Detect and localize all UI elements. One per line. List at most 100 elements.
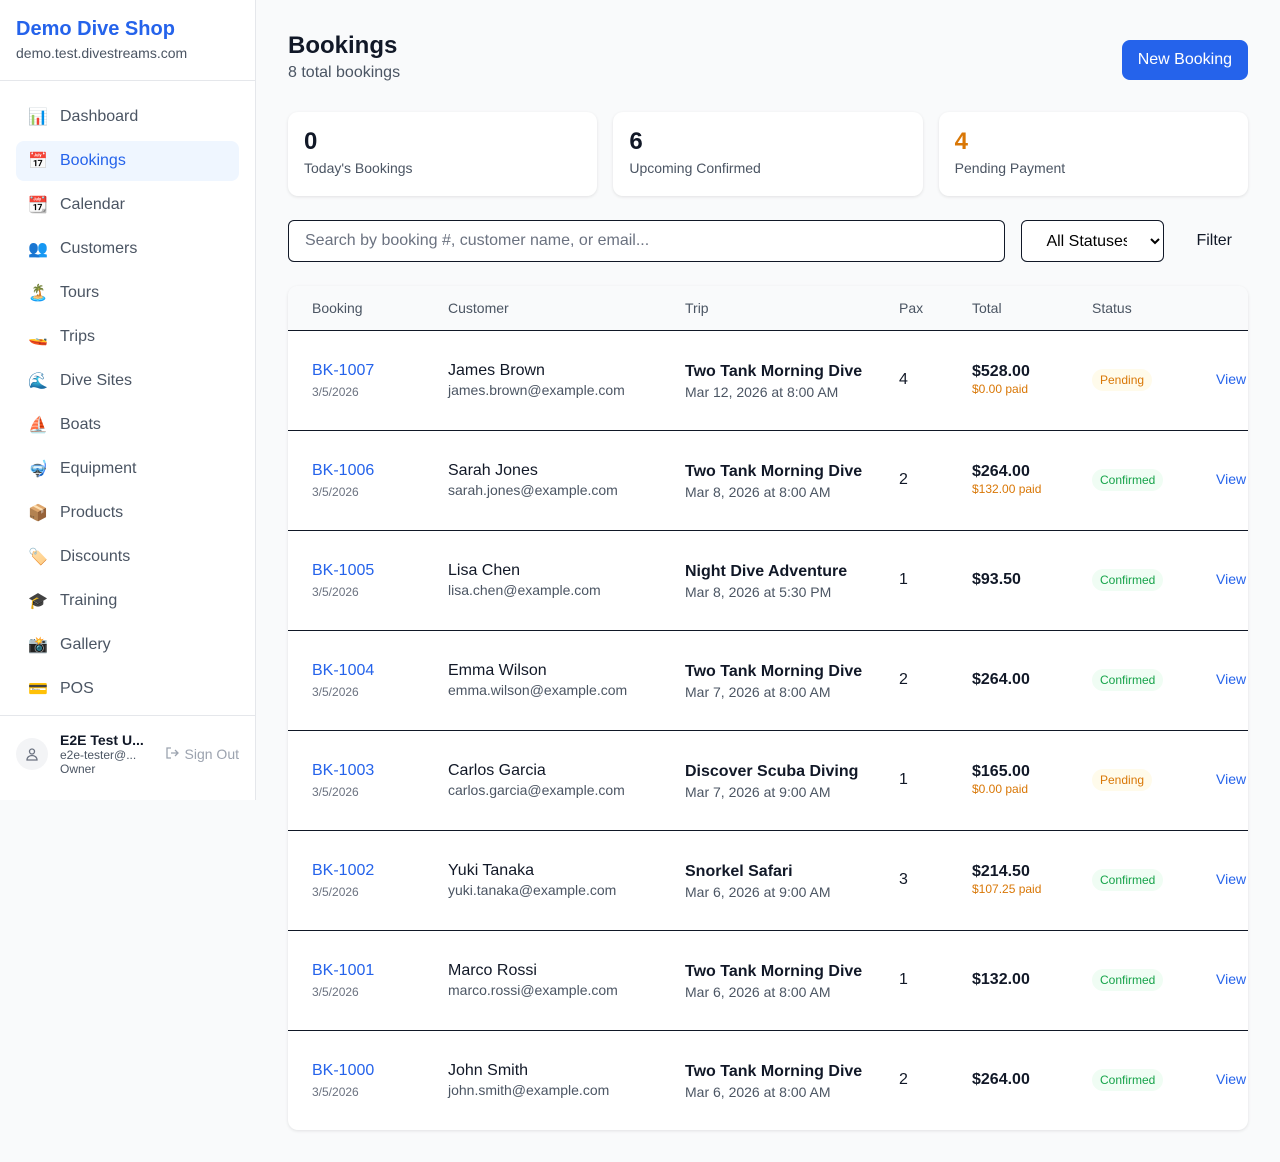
sidebar-item-dive-sites[interactable]: 🌊 Dive Sites: [16, 361, 239, 401]
view-link[interactable]: View: [1216, 571, 1247, 587]
main-content: Bookings 8 total bookings New Booking 0 T…: [288, 32, 1248, 1130]
booking-id-link[interactable]: BK-1002: [312, 862, 375, 879]
sidebar-item-label: Bookings: [60, 152, 126, 169]
sidebar-item-discounts[interactable]: 🏷️ Discounts: [16, 537, 239, 577]
page-title: Bookings: [288, 32, 398, 59]
total-amount: $264.00: [972, 671, 1030, 688]
sidebar-item-customers[interactable]: 👥 Customers: [16, 229, 239, 269]
status-badge: Confirmed: [1092, 969, 1164, 991]
stat-value: 4: [954, 128, 969, 155]
trip-name: Two Tank Morning Dive: [685, 463, 863, 480]
column-header: Customer: [424, 286, 661, 331]
booking-id-link[interactable]: BK-1007: [312, 362, 375, 379]
total-amount: $214.50: [972, 863, 1030, 880]
view-link[interactable]: View: [1216, 1071, 1247, 1088]
sidebar-item-gallery[interactable]: 📸 Gallery: [16, 625, 239, 665]
view-link[interactable]: View: [1216, 871, 1247, 887]
view-link[interactable]: View: [1216, 971, 1247, 987]
sidebar-item-products[interactable]: 📦 Products: [16, 493, 239, 533]
booking-id-link[interactable]: BK-1003: [312, 762, 375, 779]
dive-sites-icon: 🌊: [28, 373, 48, 390]
column-header: Booking: [288, 286, 424, 331]
column-header: Status: [1068, 286, 1192, 331]
shop-domain: demo.test.divestreams.com: [16, 45, 188, 61]
sidebar-item-label: Trips: [60, 328, 95, 345]
booking-id-link[interactable]: BK-1000: [312, 1062, 375, 1080]
paid-amount: $0.00 paid: [972, 382, 1029, 396]
paid-amount: $107.25 paid: [972, 882, 1042, 896]
booking-date: 3/5/2026: [312, 885, 359, 899]
products-icon: 📦: [28, 505, 48, 522]
trip-date: Mar 7, 2026 at 8:00 AM: [685, 684, 831, 700]
view-link[interactable]: View: [1216, 771, 1247, 787]
user-icon: [16, 738, 48, 770]
search-input[interactable]: [288, 220, 1006, 262]
column-header: Pax: [875, 286, 948, 331]
sidebar-item-bookings[interactable]: 📅 Bookings: [16, 141, 239, 181]
trip-date: Mar 7, 2026 at 9:00 AM: [685, 784, 831, 800]
status-badge: Confirmed: [1092, 469, 1164, 491]
customer-email: john.smith@example.com: [448, 1082, 610, 1099]
sidebar-item-tours[interactable]: 🏝️ Tours: [16, 273, 239, 313]
sign-out-button[interactable]: Sign Out: [165, 746, 239, 763]
sidebar-item-dashboard[interactable]: 📊 Dashboard: [16, 97, 239, 137]
sidebar-item-label: Boats: [60, 416, 101, 433]
sidebar: Demo Dive Shop demo.test.divestreams.com…: [0, 0, 256, 800]
trip-date: Mar 8, 2026 at 5:30 PM: [685, 584, 832, 600]
shop-name[interactable]: Demo Dive Shop: [16, 18, 175, 40]
pax-count: 2: [875, 430, 948, 531]
sidebar-item-label: Dive Sites: [60, 372, 133, 389]
status-select[interactable]: All Statuses: [1021, 220, 1165, 262]
filter-button[interactable]: Filter: [1180, 232, 1248, 250]
booking-date: 3/5/2026: [312, 785, 359, 799]
calendar-icon: 📆: [28, 197, 48, 214]
sign-out-label: Sign Out: [184, 746, 239, 762]
column-header: Trip: [661, 286, 875, 331]
sidebar-item-calendar[interactable]: 📆 Calendar: [16, 185, 239, 225]
table-row: BK-1006 3/5/2026 Sarah Jones sarah.jones@e…: [288, 430, 1248, 531]
table-row: BK-1005 3/5/2026 Lisa Chen lisa.chen@examp…: [288, 530, 1248, 631]
customer-name: Marco Rossi: [448, 962, 537, 979]
trip-date: Mar 6, 2026 at 8:00 AM: [685, 1084, 831, 1101]
sidebar-item-label: Tours: [60, 284, 100, 301]
sidebar-item-equipment[interactable]: 🤿 Equipment: [16, 449, 239, 489]
customer-email: sarah.jones@example.com: [448, 482, 618, 498]
customer-name: Yuki Tanaka: [448, 862, 534, 879]
sidebar-item-label: POS: [60, 680, 94, 697]
view-link[interactable]: View: [1216, 671, 1247, 687]
customer-name: Carlos Garcia: [448, 762, 546, 779]
sidebar-item-training[interactable]: 🎓 Training: [16, 581, 239, 621]
customer-name: Emma Wilson: [448, 662, 547, 679]
total-amount: $93.50: [972, 571, 1021, 588]
status-badge: Confirmed: [1092, 669, 1164, 691]
trip-name: Two Tank Morning Dive: [685, 363, 863, 380]
view-link[interactable]: View: [1216, 371, 1247, 387]
sidebar-item-label: Products: [60, 504, 124, 521]
table-row: BK-1004 3/5/2026 Emma Wilson emma.wilson@e…: [288, 630, 1248, 731]
customer-email: lisa.chen@example.com: [448, 582, 601, 598]
customer-name: John Smith: [448, 1062, 529, 1080]
booking-date: 3/5/2026: [312, 485, 359, 499]
booking-id-link[interactable]: BK-1001: [312, 962, 375, 979]
sidebar-item-trips[interactable]: 🚤 Trips: [16, 317, 239, 357]
trip-date: Mar 6, 2026 at 9:00 AM: [685, 884, 831, 900]
sidebar-item-boats[interactable]: ⛵ Boats: [16, 405, 239, 445]
new-booking-button[interactable]: New Booking: [1121, 40, 1248, 80]
page-subtitle: 8 total bookings: [288, 64, 401, 81]
trip-name: Two Tank Morning Dive: [685, 1063, 863, 1081]
booking-date: 3/5/2026: [312, 385, 359, 399]
bookings-table: Booking Customer Trip Pax Total Status BK-100…: [288, 286, 1248, 1130]
sidebar-item-pos[interactable]: 💳 POS: [16, 669, 239, 709]
sidebar-item-label: Discounts: [60, 548, 131, 565]
training-icon: 🎓: [28, 593, 48, 610]
booking-id-link[interactable]: BK-1006: [312, 462, 375, 479]
column-header: Total: [948, 286, 1068, 331]
customer-email: emma.wilson@example.com: [448, 682, 628, 698]
view-link[interactable]: View: [1216, 471, 1247, 487]
customer-email: yuki.tanaka@example.com: [448, 882, 617, 898]
stat-card: 4 Pending Payment: [938, 112, 1248, 196]
booking-id-link[interactable]: BK-1005: [312, 562, 375, 579]
total-amount: $264.00: [972, 1071, 1030, 1089]
booking-id-link[interactable]: BK-1004: [312, 662, 375, 679]
sidebar-item-label: Dashboard: [60, 108, 139, 125]
